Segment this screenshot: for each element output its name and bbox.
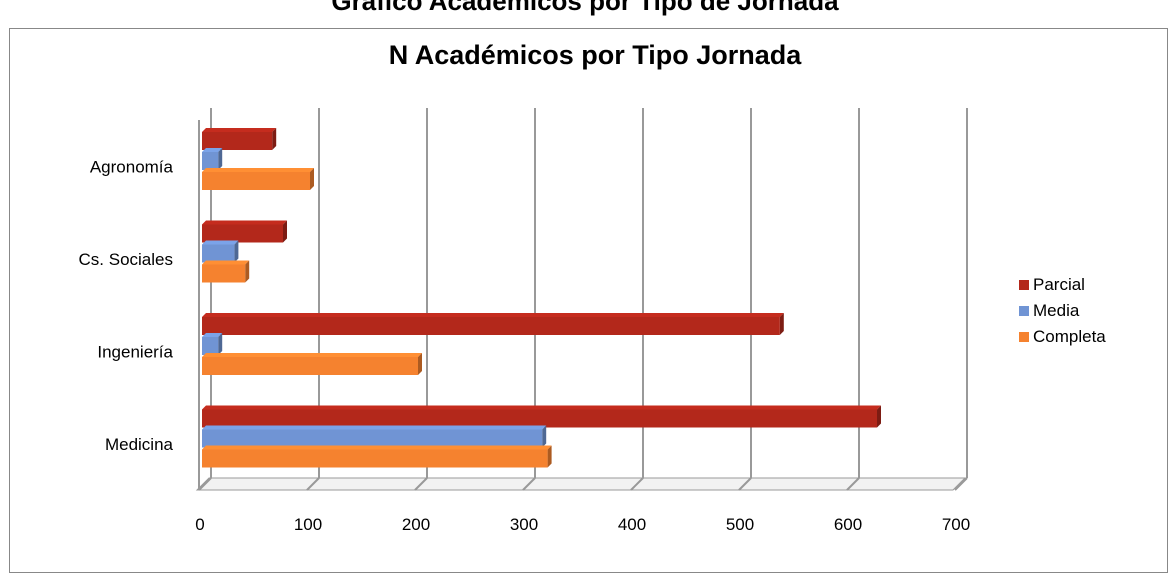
bar-top-completa (202, 168, 314, 172)
legend-swatch (1019, 280, 1029, 290)
gridline-floor (198, 477, 212, 491)
bar-media (202, 244, 235, 263)
category-label: Agronomía (90, 157, 174, 176)
legend-swatch (1019, 306, 1029, 316)
bar-media (202, 152, 219, 170)
bar-top-completa (202, 260, 250, 265)
bar-side-completa (418, 353, 422, 375)
bar-completa (202, 357, 418, 375)
bar-side-completa (547, 445, 552, 468)
bar-side-media (542, 425, 547, 448)
gridline-floor (522, 477, 536, 491)
bar-top-completa (202, 353, 422, 357)
legend-label: Parcial (1033, 275, 1085, 294)
x-tick-label: 100 (294, 515, 322, 534)
gridline-floor (846, 477, 860, 491)
bar-top-media (202, 333, 223, 337)
legend: Parcial Media Completa (1019, 272, 1106, 350)
legend-item-completa: Completa (1019, 324, 1106, 350)
bar-side-parcial (779, 313, 784, 335)
bar-media (202, 429, 543, 448)
chart-title: N Académicos por Tipo Jornada (389, 40, 803, 70)
category-label: Medicina (105, 435, 174, 454)
bar-top-parcial (202, 405, 881, 410)
legend-swatch (1019, 332, 1029, 342)
x-tick-label: 700 (942, 515, 970, 534)
bar-top-media (202, 240, 239, 245)
bar-top-media (202, 425, 547, 430)
bar-top-media (202, 148, 223, 152)
legend-label: Completa (1033, 327, 1106, 346)
x-tick-label: 0 (195, 515, 204, 534)
bar-completa (202, 264, 246, 283)
bar-media (202, 337, 219, 355)
bar-top-parcial (202, 220, 287, 225)
bar-top-completa (202, 445, 552, 450)
top-title-cropped: Gráfico Académicos por Tipo de Jornada (331, 0, 839, 16)
bar-side-parcial (283, 220, 287, 243)
x-tick-label: 600 (834, 515, 862, 534)
gridline-floor (306, 477, 320, 491)
bar-completa (202, 172, 310, 190)
bar-side-parcial (877, 405, 881, 428)
bar-side-media (234, 240, 239, 263)
bar-top-parcial (202, 313, 784, 317)
x-tick-label: 400 (618, 515, 646, 534)
x-tick-label: 200 (402, 515, 430, 534)
bar-side-media (218, 333, 223, 355)
legend-label: Media (1033, 301, 1080, 320)
x-tick-label: 500 (726, 515, 754, 534)
bar-completa (202, 449, 548, 468)
bar-parcial (202, 132, 273, 150)
legend-item-media: Media (1019, 298, 1106, 324)
bar-side-parcial (272, 128, 277, 150)
gridline-floor (738, 477, 752, 491)
legend-item-parcial: Parcial (1019, 272, 1106, 298)
bar-parcial (202, 409, 877, 428)
gridline-floor (954, 477, 968, 491)
chart-floor (195, 477, 967, 491)
gridline-floor (630, 477, 644, 491)
bar-parcial (202, 317, 780, 335)
gridline-floor (414, 477, 428, 491)
bar-top-parcial (202, 128, 277, 132)
bar-side-completa (310, 168, 314, 190)
bar-parcial (202, 224, 283, 243)
category-label: Ingeniería (97, 342, 173, 361)
bar-side-media (218, 148, 223, 170)
x-tick-label: 300 (510, 515, 538, 534)
bar-side-completa (245, 260, 250, 283)
category-label: Cs. Sociales (79, 250, 173, 269)
